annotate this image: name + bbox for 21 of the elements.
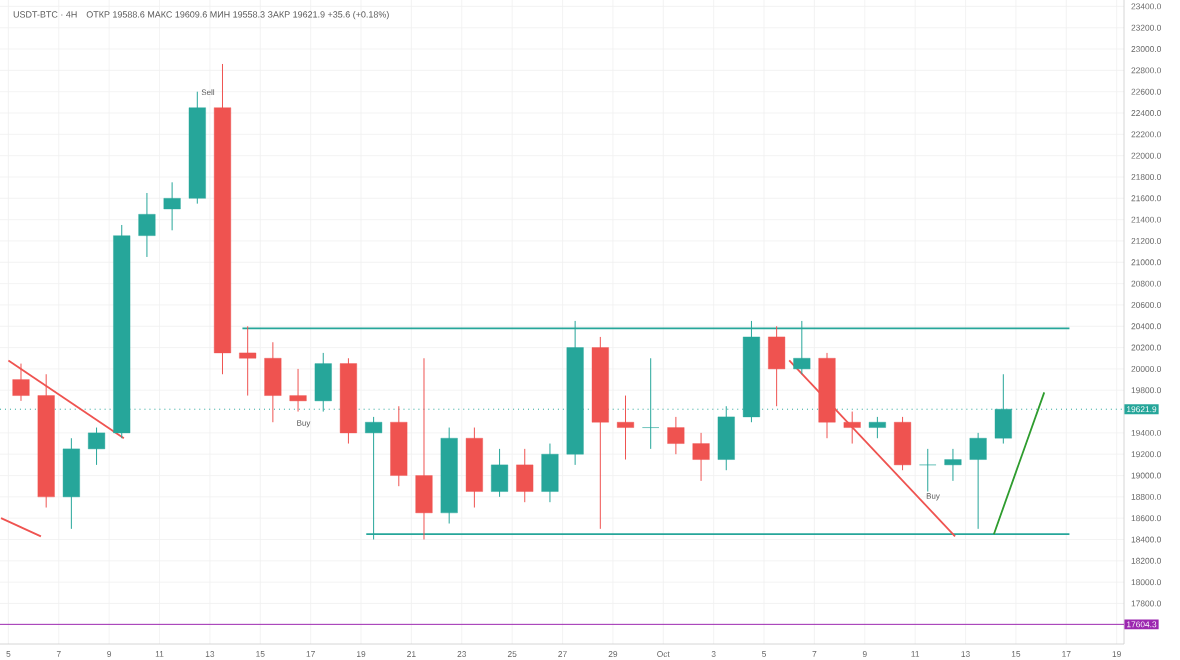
candlestick bbox=[692, 432, 710, 482]
candlestick bbox=[415, 357, 433, 541]
candlestick bbox=[969, 432, 987, 530]
candlestick bbox=[264, 341, 282, 423]
candlestick bbox=[516, 448, 534, 503]
candlestick bbox=[62, 437, 80, 530]
candlestick bbox=[944, 448, 962, 482]
candlestick bbox=[616, 395, 635, 461]
candlestick bbox=[919, 448, 937, 493]
candlestick bbox=[163, 181, 181, 231]
candlestick bbox=[289, 368, 307, 413]
candlestick bbox=[894, 416, 912, 471]
candlestick bbox=[491, 448, 509, 498]
candlestick bbox=[843, 411, 861, 445]
candlestick bbox=[88, 427, 106, 466]
candlestick bbox=[868, 416, 886, 439]
candlestick bbox=[138, 192, 156, 258]
candlestick bbox=[239, 325, 257, 397]
candlestick bbox=[541, 443, 559, 503]
candlestick bbox=[642, 357, 660, 450]
candlestick bbox=[667, 416, 685, 455]
